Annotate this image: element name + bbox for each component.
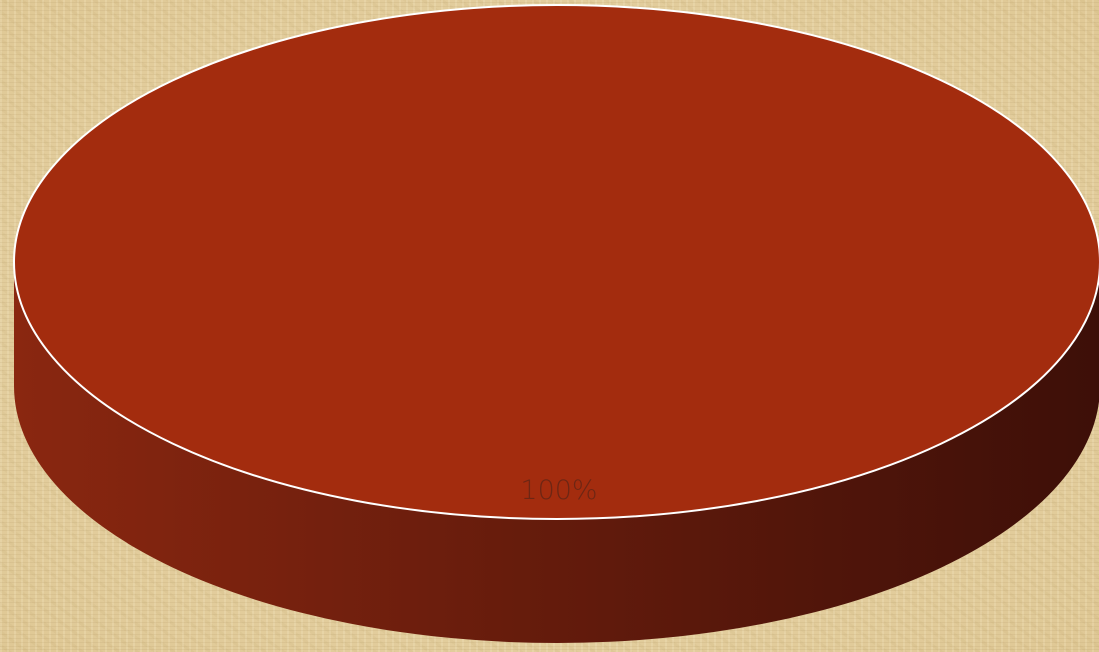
slices-layer <box>13 4 1099 643</box>
pie-slice-top <box>13 4 1099 520</box>
pie-slice-side <box>14 262 1099 643</box>
slice-data-label: 100% <box>520 475 597 506</box>
